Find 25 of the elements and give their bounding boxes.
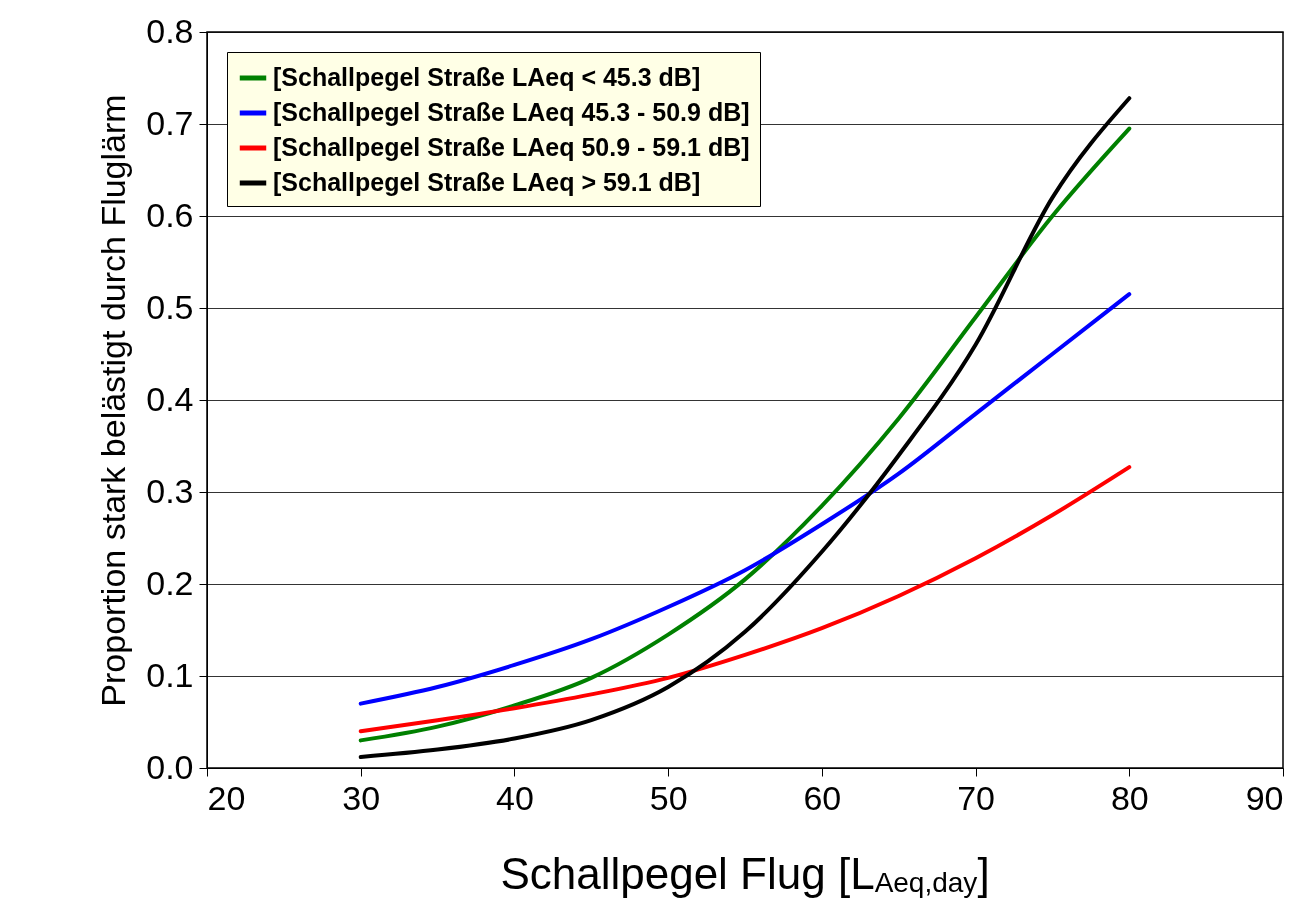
y-tick-label: 0.0 [146,747,194,786]
x-tick-label: 80 [1110,778,1149,817]
legend-label: [Schallpegel Straße LAeq 50.9 - 59.1 dB] [273,133,750,161]
x-tick-label: 60 [803,778,842,817]
x-tick-label: 40 [496,778,534,817]
y-tick-label: 0.7 [146,103,194,142]
x-axis-title: Schallpegel Flug [L$_{Aeq,day}$] [499,849,991,898]
y-tick-label: 0.2 [146,563,194,602]
y-tick-label: 0.3 [146,471,194,510]
y-axis-title: Proportion stark belästigt durch Fluglärm [94,94,133,707]
y-tick-label: 0.5 [146,287,194,326]
x-tick-label: 50 [649,778,688,817]
legend-label: [Schallpegel Straße LAeq > 59.1 dB] [273,168,701,196]
line-series [358,465,1132,734]
line-series [358,292,1132,706]
x-tick-label: 90 [1245,778,1284,817]
y-tick-label: 0.6 [146,195,194,234]
x-tick-label: 70 [957,778,995,817]
y-tick-label: 0.8 [146,11,194,50]
y-tick-label: 0.1 [146,655,194,694]
y-tick-label: 0.4 [146,379,194,418]
legend-label: [Schallpegel Straße LAeq < 45.3 dB] [273,63,701,91]
x-tick-label: 30 [342,778,381,817]
legend-label: [Schallpegel Straße LAeq 45.3 - 50.9 dB] [273,98,750,126]
x-tick-label: 20 [207,778,246,817]
